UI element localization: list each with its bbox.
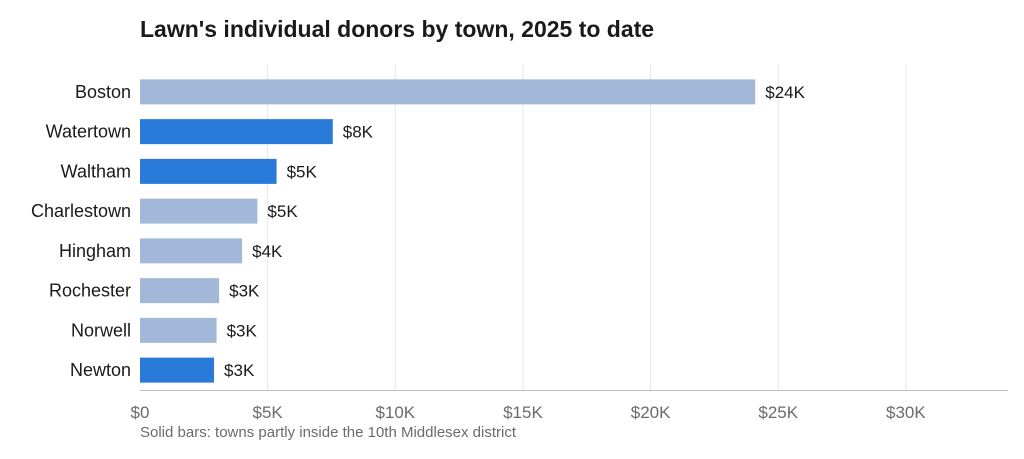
x-tick-label: $0	[131, 403, 150, 422]
category-label: Charlestown	[31, 201, 131, 221]
value-label: $8K	[343, 123, 374, 142]
bars	[140, 79, 756, 383]
value-label: $3K	[224, 361, 255, 380]
category-label: Rochester	[49, 281, 131, 301]
category-label: Waltham	[61, 161, 131, 181]
bar-boston	[140, 79, 756, 105]
bar-hingham	[140, 238, 243, 264]
category-label: Newton	[70, 360, 131, 380]
value-label: $24K	[765, 83, 805, 102]
x-tick-label: $20K	[631, 403, 671, 422]
value-label: $5K	[267, 202, 298, 221]
category-label: Boston	[75, 82, 131, 102]
labels: $0 $5K $10K $15K $20K $25K $30K Boston $24K Water…	[31, 82, 926, 422]
category-label: Watertown	[46, 122, 131, 142]
chart-title: Lawn's individual donors by town, 2025 t…	[140, 16, 655, 42]
value-label: $3K	[229, 282, 260, 301]
chart-footnote: Solid bars: towns partly inside the 10th…	[140, 424, 517, 441]
x-tick-label: $10K	[375, 403, 415, 422]
category-label: Hingham	[59, 241, 131, 261]
gridlines	[267, 64, 907, 390]
value-label: $3K	[227, 321, 258, 340]
x-tick-label: $15K	[503, 403, 543, 422]
value-label: $5K	[287, 162, 318, 181]
bar-watertown	[140, 119, 333, 145]
x-tick-label: $25K	[758, 403, 798, 422]
x-tick-label: $5K	[253, 403, 284, 422]
bar-norwell	[140, 317, 217, 343]
x-tick-label: $30K	[886, 403, 926, 422]
bar-charlestown	[140, 198, 258, 224]
value-label: $4K	[252, 242, 283, 261]
bar-waltham	[140, 158, 277, 184]
category-label: Norwell	[71, 320, 131, 340]
bar-rochester	[140, 278, 220, 304]
bar-newton	[140, 357, 215, 383]
